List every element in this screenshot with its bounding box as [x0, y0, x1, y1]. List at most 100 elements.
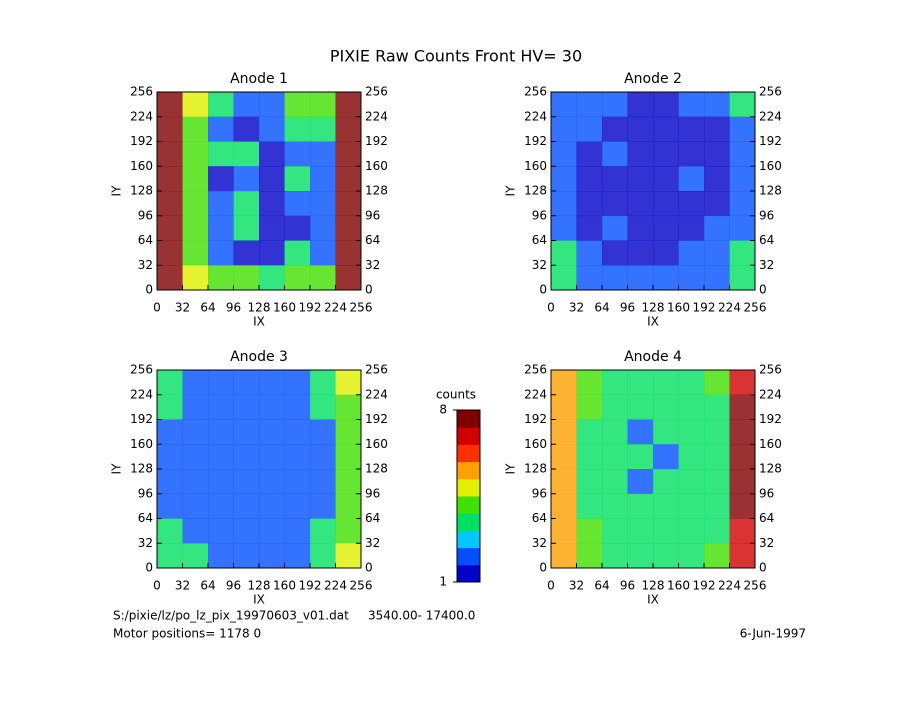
- heatmap-cell: [233, 493, 260, 519]
- heatmap-cell: [729, 394, 756, 420]
- heatmap-cell: [284, 116, 311, 142]
- heatmap-cell: [653, 469, 679, 495]
- colorbar-slice: [457, 444, 480, 463]
- heatmap-cell: [157, 141, 183, 167]
- panel-title: Anode 3: [230, 349, 288, 365]
- x-tick-label: 128: [248, 579, 271, 593]
- heatmap-cell: [208, 518, 234, 544]
- heatmap-cell: [284, 215, 311, 241]
- heatmap-cell: [208, 141, 234, 167]
- x-tick-label: 160: [273, 301, 296, 315]
- heatmap-cell: [704, 518, 730, 544]
- y-tick-label-right: 32: [365, 536, 380, 550]
- x-tick-label: 96: [620, 579, 635, 593]
- heatmap-cell: [259, 518, 285, 544]
- x-tick-label: 192: [693, 301, 716, 315]
- x-axis-label: IX: [647, 593, 659, 607]
- heatmap-cell: [182, 543, 209, 569]
- y-tick-label-right: 128: [365, 462, 388, 476]
- x-tick-label: 224: [718, 579, 741, 593]
- heatmap-cell: [182, 191, 209, 217]
- y-tick-label: 64: [532, 233, 547, 247]
- heatmap-cell: [335, 92, 362, 118]
- colorbar-slice: [457, 513, 480, 531]
- x-tick-label: 256: [744, 579, 767, 593]
- heatmap-cell: [208, 166, 234, 192]
- heatmap-cell: [284, 518, 311, 544]
- heatmap-cell: [208, 493, 234, 519]
- heatmap-cell: [678, 419, 705, 445]
- heatmap-cell: [653, 141, 679, 167]
- heatmap-cell: [259, 191, 285, 217]
- heatmap-cell: [602, 394, 628, 420]
- heatmap-cell: [653, 92, 679, 118]
- heatmap-cell: [157, 493, 183, 519]
- y-tick-label: 64: [138, 233, 153, 247]
- heatmap-cell: [678, 141, 705, 167]
- heatmap-cell: [208, 92, 234, 118]
- heatmap-cell: [259, 166, 285, 192]
- y-tick-label-right: 192: [759, 134, 782, 148]
- y-tick-label-right: 0: [365, 283, 373, 297]
- x-tick-label: 128: [248, 301, 271, 315]
- heatmap-cell: [602, 191, 628, 217]
- heatmap-cell: [284, 370, 311, 396]
- heatmap-cell: [704, 215, 730, 241]
- y-tick-label-right: 64: [365, 511, 380, 525]
- heatmap-cell: [627, 493, 654, 519]
- heatmap-cell: [704, 419, 730, 445]
- y-tick-label-right: 256: [365, 363, 388, 377]
- heatmap-cell: [653, 419, 679, 445]
- heatmap-cell: [704, 543, 730, 569]
- heatmap-cell: [259, 240, 285, 266]
- heatmap-cell: [627, 191, 654, 217]
- heatmap-cell: [310, 265, 336, 291]
- heatmap-cell: [310, 116, 336, 142]
- heatmap-cell: [157, 116, 183, 142]
- heatmap-cell: [208, 419, 234, 445]
- heatmap-cell: [310, 92, 336, 118]
- y-tick-label: 96: [138, 208, 153, 222]
- heatmap-cell: [602, 166, 628, 192]
- heatmap-cell: [627, 240, 654, 266]
- x-tick-label: 160: [667, 579, 690, 593]
- x-tick-label: 64: [200, 301, 215, 315]
- heatmap-cell: [704, 166, 730, 192]
- heatmap-cell: [284, 166, 311, 192]
- y-tick-label-right: 224: [759, 387, 782, 401]
- heatmap-cell: [602, 370, 628, 396]
- heatmap-cell: [157, 92, 183, 118]
- heatmap-cell: [627, 518, 654, 544]
- heatmap-cell: [627, 394, 654, 420]
- heatmap-cell: [310, 444, 336, 470]
- heatmap-cell: [627, 370, 654, 396]
- x-tick-label: 160: [273, 579, 296, 593]
- heatmap-cell: [310, 141, 336, 167]
- y-tick-label-right: 224: [365, 109, 388, 123]
- heatmap-cell: [602, 469, 628, 495]
- y-tick-label-right: 96: [365, 208, 380, 222]
- heatmap-cell: [678, 191, 705, 217]
- x-tick-label: 32: [569, 301, 584, 315]
- x-tick-label: 192: [299, 579, 322, 593]
- x-tick-label: 0: [153, 301, 161, 315]
- heatmap-cell: [157, 419, 183, 445]
- heatmap-cell: [551, 444, 577, 470]
- y-tick-label-right: 32: [759, 536, 774, 550]
- heatmap-cell: [704, 240, 730, 266]
- heatmap-cell: [729, 141, 756, 167]
- heatmap-cell: [182, 394, 209, 420]
- heatmap-cell: [259, 419, 285, 445]
- heatmap-cell: [602, 240, 628, 266]
- heatmap-cell: [284, 191, 311, 217]
- y-tick-label: 256: [524, 363, 547, 377]
- heatmap-cell: [729, 493, 756, 519]
- heatmap-cell: [182, 116, 209, 142]
- heatmap-cell: [551, 370, 577, 396]
- y-tick-label: 0: [539, 561, 547, 575]
- x-tick-label: 32: [569, 579, 584, 593]
- y-tick-label: 224: [130, 387, 153, 401]
- heatmap-cell: [678, 92, 705, 118]
- heatmap-cell: [259, 92, 285, 118]
- heatmap-cell: [576, 191, 603, 217]
